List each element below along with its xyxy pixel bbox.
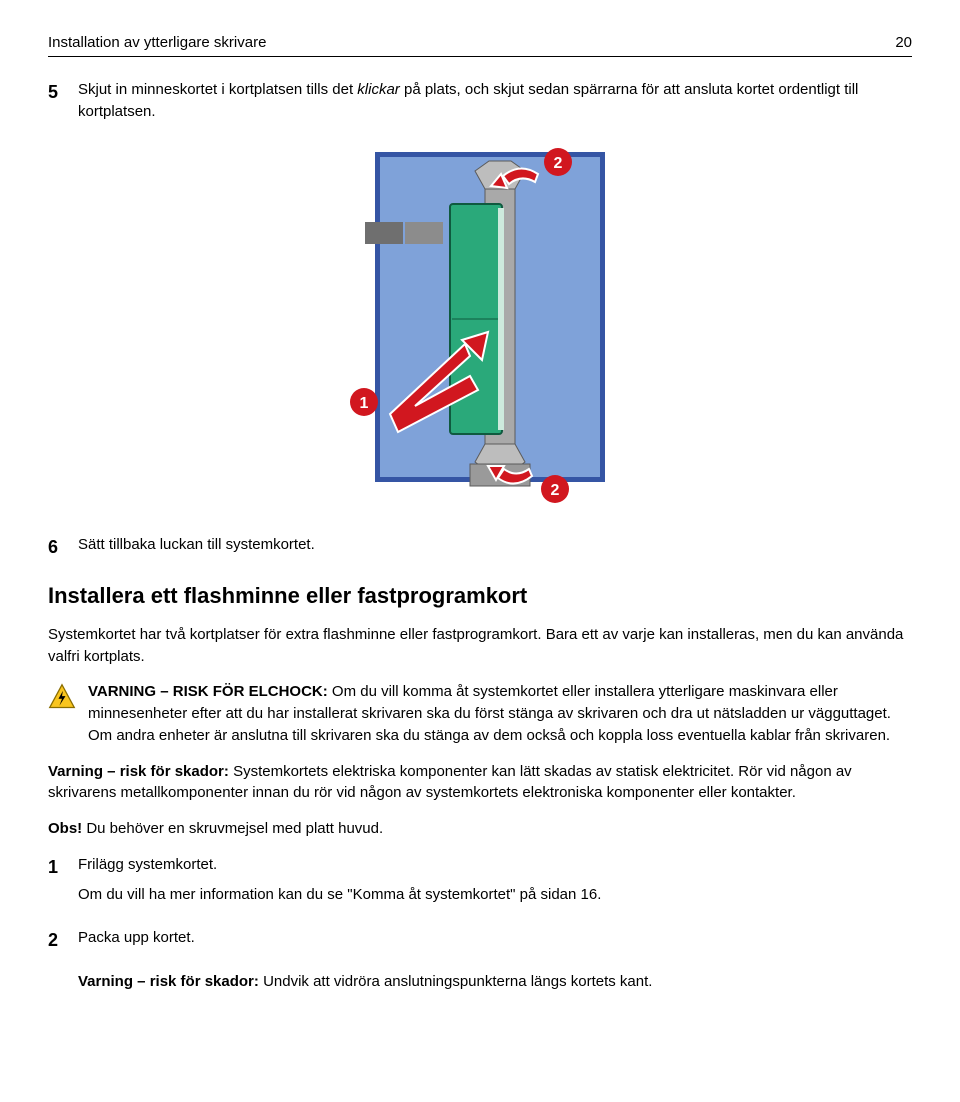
step-text: Skjut in minneskortet i kortplatsen till…: [78, 79, 912, 131]
substep-1-line2: Om du vill ha mer information kan du se …: [78, 884, 601, 906]
warning-damage-2-body: Undvik att vidröra anslutningspunkterna …: [259, 973, 653, 990]
substep-1-line1: Frilägg systemkortet.: [78, 854, 601, 876]
step-number: 6: [48, 534, 66, 564]
callout-1-left: 1: [350, 388, 378, 416]
step5-emph: klickar: [357, 81, 400, 98]
warning-damage-1: Varning – risk för skador: Systemkortets…: [48, 761, 912, 805]
callout-2-top: 2: [544, 148, 572, 176]
step-text: Frilägg systemkortet. Om du vill ha mer …: [78, 854, 601, 914]
step-6: 6 Sätt tillbaka luckan till systemkortet…: [48, 534, 912, 564]
figure-memory-card: 2 1 2: [48, 144, 912, 514]
step5-part0: Skjut in minneskortet i kortplatsen till…: [78, 81, 357, 98]
warning-shock-text: VARNING – RISK FÖR ELCHOCK: Om du vill k…: [88, 681, 912, 746]
note-label: Obs!: [48, 820, 82, 837]
substep-1: 1 Frilägg systemkortet. Om du vill ha me…: [48, 854, 912, 914]
shock-warning-icon: [48, 683, 76, 711]
step-number: 5: [48, 79, 66, 131]
memory-card-diagram: 2 1 2: [320, 144, 640, 514]
substep-2-line1: Packa upp kortet.: [78, 927, 195, 949]
note-body: Du behöver en skruvmejsel med platt huvu…: [82, 820, 383, 837]
section-heading: Installera ett flashminne eller fastprog…: [48, 580, 912, 612]
warning-damage-1-label: Varning – risk för skador:: [48, 763, 229, 780]
page-header: Installation av ytterligare skrivare 20: [48, 32, 912, 57]
warning-shock-label: VARNING – RISK FÖR ELCHOCK:: [88, 683, 328, 700]
callout-2-bottom: 2: [541, 475, 569, 503]
svg-text:2: 2: [554, 155, 563, 172]
step-text: Packa upp kortet.: [78, 927, 195, 957]
warning-damage-2: Varning – risk för skador: Undvik att vi…: [78, 971, 912, 993]
step-number: 2: [48, 927, 66, 957]
header-title: Installation av ytterligare skrivare: [48, 32, 266, 54]
step-text: Sätt tillbaka luckan till systemkortet.: [78, 534, 315, 564]
warning-damage-2-label: Varning – risk för skador:: [78, 973, 259, 990]
note-screwdriver: Obs! Du behöver en skruvmejsel med platt…: [48, 818, 912, 840]
step-5: 5 Skjut in minneskortet i kortplatsen ti…: [48, 79, 912, 131]
svg-text:2: 2: [551, 482, 560, 499]
svg-text:1: 1: [360, 395, 369, 412]
substep-2: 2 Packa upp kortet.: [48, 927, 912, 957]
step-number: 1: [48, 854, 66, 914]
warning-shock: VARNING – RISK FÖR ELCHOCK: Om du vill k…: [48, 681, 912, 746]
section-intro: Systemkortet har två kortplatser för ext…: [48, 624, 912, 668]
page-number: 20: [895, 32, 912, 54]
